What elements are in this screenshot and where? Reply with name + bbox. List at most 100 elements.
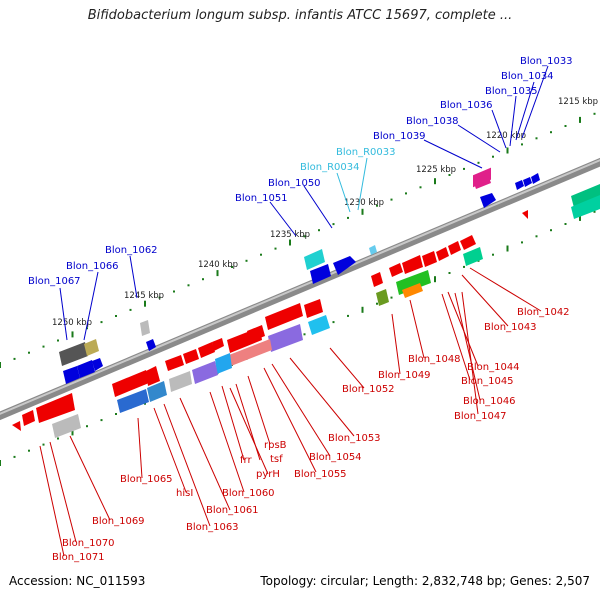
minor-tick: [405, 192, 407, 195]
gene-forward: [146, 339, 156, 351]
major-tick: [434, 276, 436, 283]
gene-rna: [369, 245, 377, 255]
scale-label-1225: 1225 kbp: [416, 165, 456, 175]
minor-tick: [550, 131, 552, 134]
minor-tick: [448, 272, 451, 274]
minor-tick: [521, 143, 523, 146]
major-tick: [579, 116, 581, 123]
minor-tick: [13, 455, 16, 458]
minor-tick: [593, 210, 596, 213]
gene-label: Blon_1061: [206, 505, 259, 516]
minor-tick: [303, 333, 306, 336]
gene-forward-olive: [84, 339, 99, 356]
gene-label: Blon_1066: [66, 261, 119, 272]
minor-tick: [593, 112, 596, 115]
gene-label: Blon_1055: [294, 469, 347, 480]
minor-tick: [245, 259, 248, 262]
gene-forward: [333, 256, 356, 275]
minor-tick: [100, 419, 103, 422]
gene-label: Blon_1067: [28, 276, 81, 287]
minor-tick: [231, 266, 233, 268]
gene-label: Blon_1036: [440, 100, 493, 111]
gene-label: Blon_1065: [120, 474, 173, 485]
major-tick: [0, 362, 1, 368]
backbone: [0, 157, 600, 421]
minor-tick: [173, 290, 175, 293]
minor-tick: [57, 339, 59, 342]
minor-tick: [274, 247, 277, 250]
minor-tick: [13, 357, 16, 360]
gene-label: Blon_1062: [105, 245, 158, 256]
gene-label: Blon_1035: [485, 86, 538, 97]
gene-label: Blon_1049: [378, 370, 431, 381]
forward-strand-genes: [59, 167, 540, 384]
minor-tick: [535, 235, 538, 238]
major-tick: [71, 331, 74, 338]
gene-forward: [63, 366, 80, 384]
major-tick: [144, 300, 146, 307]
minor-tick: [477, 161, 480, 164]
gene-forward: [473, 174, 491, 189]
minor-tick: [42, 345, 45, 348]
minor-tick: [129, 308, 132, 311]
minor-tick: [564, 125, 567, 127]
major-tick: [506, 147, 509, 154]
gene-label: pyrH: [256, 469, 280, 480]
minor-tick: [100, 321, 103, 324]
minor-tick: [332, 321, 335, 324]
minor-tick: [376, 302, 378, 305]
footer-accession: Accession: NC_011593: [9, 574, 146, 588]
minor-tick: [86, 327, 88, 330]
minor-tick: [347, 216, 349, 219]
scale-label-1245: 1245 kbp: [124, 291, 164, 301]
major-tick: [71, 429, 74, 436]
gene-label: Blon_R0034: [300, 162, 360, 173]
gene-label: Blon_1069: [92, 516, 145, 527]
gene-rna-block: [304, 249, 325, 270]
minor-tick: [448, 174, 451, 176]
gene-label: hisI: [176, 488, 193, 499]
gene-forward: [92, 358, 103, 371]
scale-label-1240: 1240 kbp: [198, 260, 238, 270]
scale-label-1250: 1250 kbp: [52, 318, 92, 328]
scale-label-1220: 1220 kbp: [486, 131, 526, 141]
gene-label: frr: [240, 455, 252, 466]
minor-tick: [28, 351, 30, 354]
minor-tick: [535, 137, 538, 140]
scale-label-1235: 1235 kbp: [270, 230, 310, 240]
gene-label: Blon_1039: [373, 131, 426, 142]
minor-tick: [57, 437, 59, 440]
scale-label-1230: 1230 kbp: [344, 198, 384, 208]
gene-label: Blon_1054: [309, 452, 362, 463]
minor-tick: [260, 253, 262, 256]
minor-tick: [463, 167, 465, 170]
minor-tick: [42, 443, 45, 446]
gene-label: Blon_1046: [463, 396, 516, 407]
minor-tick: [347, 314, 349, 317]
major-tick: [361, 208, 364, 215]
major-tick: [434, 178, 436, 185]
minor-tick: [492, 155, 494, 158]
gene-label: Blon_1044: [467, 362, 520, 373]
gene-label: Blon_1033: [520, 56, 573, 67]
minor-tick: [492, 253, 494, 256]
gene-forward: [515, 180, 524, 190]
minor-tick: [521, 241, 523, 244]
minor-tick: [115, 315, 117, 317]
minor-tick: [28, 449, 30, 452]
gene-label: Blon_1052: [342, 384, 395, 395]
gene-label: Blon_1045: [461, 376, 514, 387]
top-tick-track: [0, 112, 596, 368]
gene-forward: [77, 360, 95, 378]
minor-tick: [390, 198, 393, 201]
gene-label: Blon_1042: [517, 307, 570, 318]
gene-label: Blon_1063: [186, 522, 239, 533]
gene-label: Blon_1047: [454, 411, 507, 422]
gene-label: Blon_R0033: [336, 147, 396, 158]
gene-label: Blon_1051: [235, 193, 288, 204]
minor-tick: [202, 278, 204, 281]
minor-tick: [187, 284, 190, 287]
major-tick: [216, 270, 219, 277]
gene-label: rpsB: [264, 440, 287, 451]
minor-tick: [303, 235, 306, 238]
